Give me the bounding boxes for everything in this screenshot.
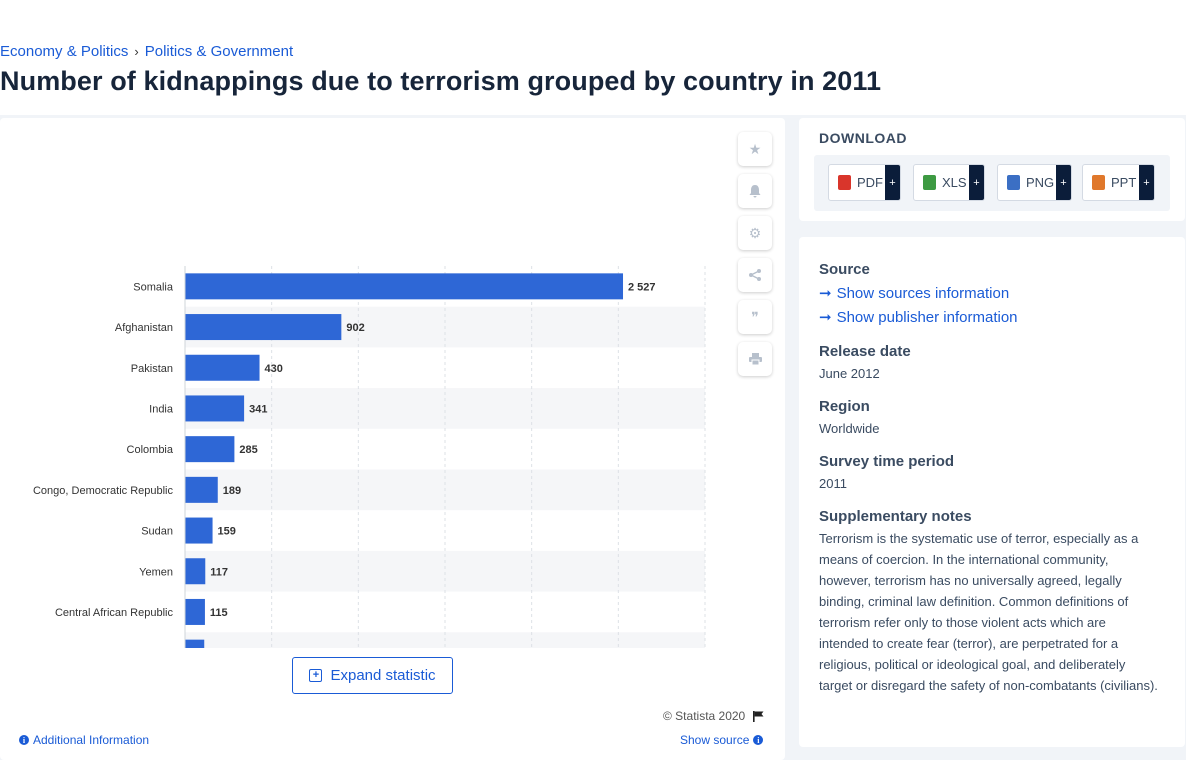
bar-yemen: [185, 558, 206, 585]
category-label: Central African Republic: [55, 607, 174, 619]
show-sources-link[interactable]: ➞ Show sources information: [819, 284, 1010, 303]
breadcrumb-item-politics[interactable]: Politics & Government: [144, 43, 294, 60]
source-heading: Source: [819, 261, 870, 278]
download-pdf-button[interactable]: PDF +: [828, 164, 901, 201]
pdf-file-icon: [838, 175, 851, 190]
download-buttons: PDF + XLS + PNG + PPT +: [814, 155, 1170, 211]
show-publisher-label: Show publisher information: [836, 308, 1018, 326]
bell-icon[interactable]: [738, 174, 772, 208]
value-label: 2 527: [628, 281, 656, 293]
print-icon[interactable]: [738, 342, 772, 376]
bar-iraq: [185, 639, 205, 648]
plus-icon: +: [969, 165, 984, 200]
plus-icon: +: [1056, 165, 1071, 200]
show-source-label: Show source: [680, 733, 750, 747]
category-label: India: [149, 403, 174, 415]
download-png-button[interactable]: PNG +: [997, 164, 1072, 201]
show-publisher-link[interactable]: ➞ Show publisher information: [819, 308, 1018, 327]
arrow-right-icon: ➞: [819, 285, 832, 302]
download-heading: DOWNLOAD: [819, 130, 907, 146]
supplementary-notes-heading: Supplementary notes: [819, 508, 972, 525]
breadcrumb-item-economy[interactable]: Economy & Politics: [0, 43, 129, 60]
statistic-info-card: Source ➞ Show sources information ➞ Show…: [799, 237, 1185, 747]
download-ppt-button[interactable]: PPT +: [1082, 164, 1155, 201]
bar-sudan: [185, 517, 213, 544]
additional-information-link[interactable]: i Additional Information: [19, 733, 149, 747]
breadcrumb-separator: ›: [134, 44, 139, 59]
xls-file-icon: [923, 175, 936, 190]
plus-icon: +: [885, 165, 900, 200]
survey-period-value: 2011: [819, 476, 847, 491]
ppt-file-icon: [1092, 175, 1105, 190]
quote-icon[interactable]: ❞: [738, 300, 772, 334]
survey-period-heading: Survey time period: [819, 453, 955, 470]
header-band: [0, 0, 1186, 115]
info-icon: i: [753, 735, 764, 745]
flag-icon[interactable]: [753, 710, 764, 722]
bar-congo-democratic-republic: [185, 476, 218, 503]
arrow-right-icon: ➞: [819, 309, 832, 326]
release-date-value: June 2012: [819, 366, 880, 381]
download-png-label: PNG: [1026, 175, 1055, 190]
bar-pakistan: [185, 354, 260, 381]
info-icon: i: [19, 735, 29, 745]
category-label: Sudan: [141, 526, 173, 538]
additional-information-label: Additional Information: [33, 733, 150, 747]
expand-statistic-button[interactable]: + Expand statistic: [292, 657, 453, 694]
expand-statistic-label: Expand statistic: [330, 667, 436, 684]
region-value: Worldwide: [819, 421, 880, 436]
category-label: Somalia: [133, 281, 174, 293]
png-file-icon: [1007, 175, 1020, 190]
share-icon[interactable]: [738, 258, 772, 292]
region-heading: Region: [819, 398, 870, 415]
breadcrumb: Economy & Politics › Politics & Governme…: [0, 43, 293, 60]
gear-icon[interactable]: ⚙: [738, 216, 772, 250]
value-label: 159: [218, 526, 236, 538]
bar-central-african-republic: [185, 598, 205, 625]
page-title: Number of kidnappings due to terrorism g…: [0, 66, 882, 96]
supplementary-notes-text: Terrorism is the systematic use of terro…: [819, 531, 1158, 693]
copyright: © Statista 2020: [663, 709, 764, 723]
category-label: Colombia: [127, 444, 174, 456]
category-label: Yemen: [139, 566, 173, 578]
bar-afghanistan: [185, 314, 342, 341]
release-date-heading: Release date: [819, 343, 911, 360]
download-xls-label: XLS: [942, 175, 967, 190]
download-xls-button[interactable]: XLS +: [913, 164, 985, 201]
show-sources-label: Show sources information: [836, 284, 1010, 302]
download-pdf-label: PDF: [857, 175, 883, 190]
value-label: 189: [223, 485, 241, 497]
star-icon[interactable]: ★: [738, 132, 772, 166]
category-label: Congo, Democratic Republic: [33, 485, 174, 497]
plus-square-icon: +: [309, 669, 323, 682]
value-label: 902: [346, 322, 364, 334]
bar-somalia: [185, 273, 624, 300]
value-label: 430: [265, 363, 283, 375]
chart-toolbar: ★ ⚙ ❞: [738, 132, 772, 384]
plus-icon: +: [1139, 165, 1154, 200]
download-card: DOWNLOAD PDF + XLS + PNG + PPT +: [799, 118, 1185, 221]
category-label: Pakistan: [131, 363, 173, 375]
bar-colombia: [185, 436, 235, 463]
value-label: 117: [210, 566, 228, 578]
value-label: 115: [210, 607, 228, 619]
bar-india: [185, 395, 245, 422]
value-label: 341: [249, 403, 267, 415]
value-label: 285: [239, 444, 257, 456]
download-ppt-label: PPT: [1111, 175, 1137, 190]
category-label: Afghanistan: [115, 322, 173, 334]
bar-chart: Somalia 2 527 Afghanistan 902 Pakistan 430 Ind…: [33, 266, 706, 648]
chart-card: Somalia 2 527 Afghanistan 902 Pakistan 430 Ind…: [0, 118, 785, 760]
copyright-text: © Statista 2020: [663, 709, 746, 723]
show-source-link[interactable]: Show source i: [680, 733, 764, 747]
